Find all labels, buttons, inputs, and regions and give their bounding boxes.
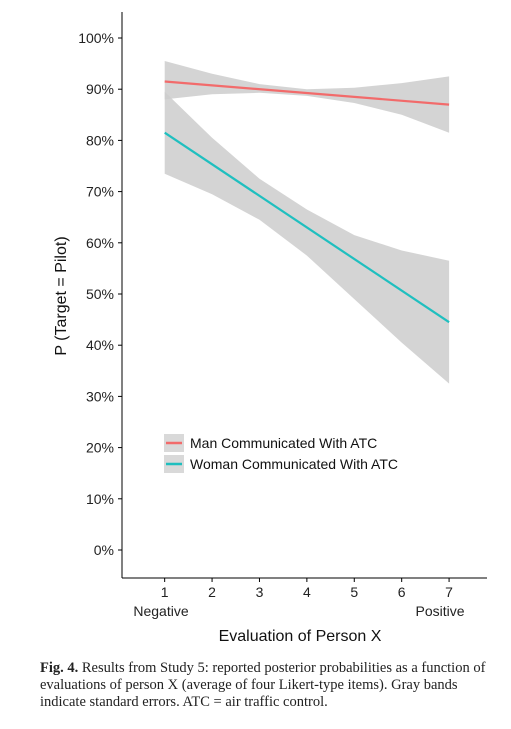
x-axis-ticks: 1 2 3 4 5 6 7 [161,578,453,600]
y-tick-label: 90% [86,81,114,97]
x-tick-label: 2 [208,584,216,600]
confidence-bands [164,61,450,384]
x-tick-label: 5 [350,584,358,600]
x-tick-label: 1 [161,584,169,600]
legend-label-woman: Woman Communicated With ATC [190,456,398,472]
axes [121,12,487,579]
y-axis-title: P (Target = Pilot) [53,236,70,355]
line-series-1 [164,80,450,106]
x-axis-title: Evaluation of Person X [219,628,382,645]
band-series-2 [164,91,450,384]
y-tick-label: 100% [78,30,114,46]
y-tick-label: 20% [86,440,114,456]
x-end-label-low: Negative [133,603,188,619]
y-tick-label: 80% [86,132,114,148]
line-series-2 [164,131,450,324]
y-tick-label: 70% [86,184,114,200]
y-tick-label: 30% [86,388,114,404]
legend: Man Communicated With ATC Woman Communic… [164,434,398,473]
x-tick-label: 6 [398,584,406,600]
y-tick-label: 60% [86,235,114,251]
band-series-1 [164,61,450,133]
y-tick-label: 40% [86,337,114,353]
chart: 0% 10% 20% 30% 40% 50% 60% 70% 80% 90% 100% 1 2 3 4 5 6… [53,12,487,645]
y-axis-ticks: 0% 10% 20% 30% 40% 50% 60% 70% 80% 90% 100% [78,30,122,558]
series-lines [164,80,450,324]
figure-caption: Fig. 4. Results from Study 5: reported p… [40,660,492,711]
y-tick-label: 10% [86,491,114,507]
legend-label-man: Man Communicated With ATC [190,435,377,451]
y-tick-label: 0% [94,542,114,558]
x-tick-label: 4 [303,584,311,600]
y-tick-label: 50% [86,286,114,302]
x-end-label-high: Positive [415,603,464,619]
x-tick-label: 3 [256,584,264,600]
caption-text: Results from Study 5: reported posterior… [40,660,486,710]
x-tick-label: 7 [445,584,453,600]
caption-label: Fig. 4. [40,660,79,676]
